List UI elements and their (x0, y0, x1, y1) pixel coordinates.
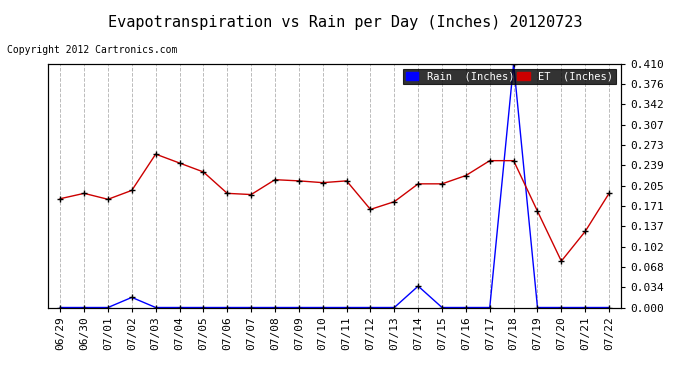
Legend: Rain  (Inches), ET  (Inches): Rain (Inches), ET (Inches) (403, 69, 615, 84)
Text: Copyright 2012 Cartronics.com: Copyright 2012 Cartronics.com (7, 45, 177, 55)
Text: Evapotranspiration vs Rain per Day (Inches) 20120723: Evapotranspiration vs Rain per Day (Inch… (108, 15, 582, 30)
